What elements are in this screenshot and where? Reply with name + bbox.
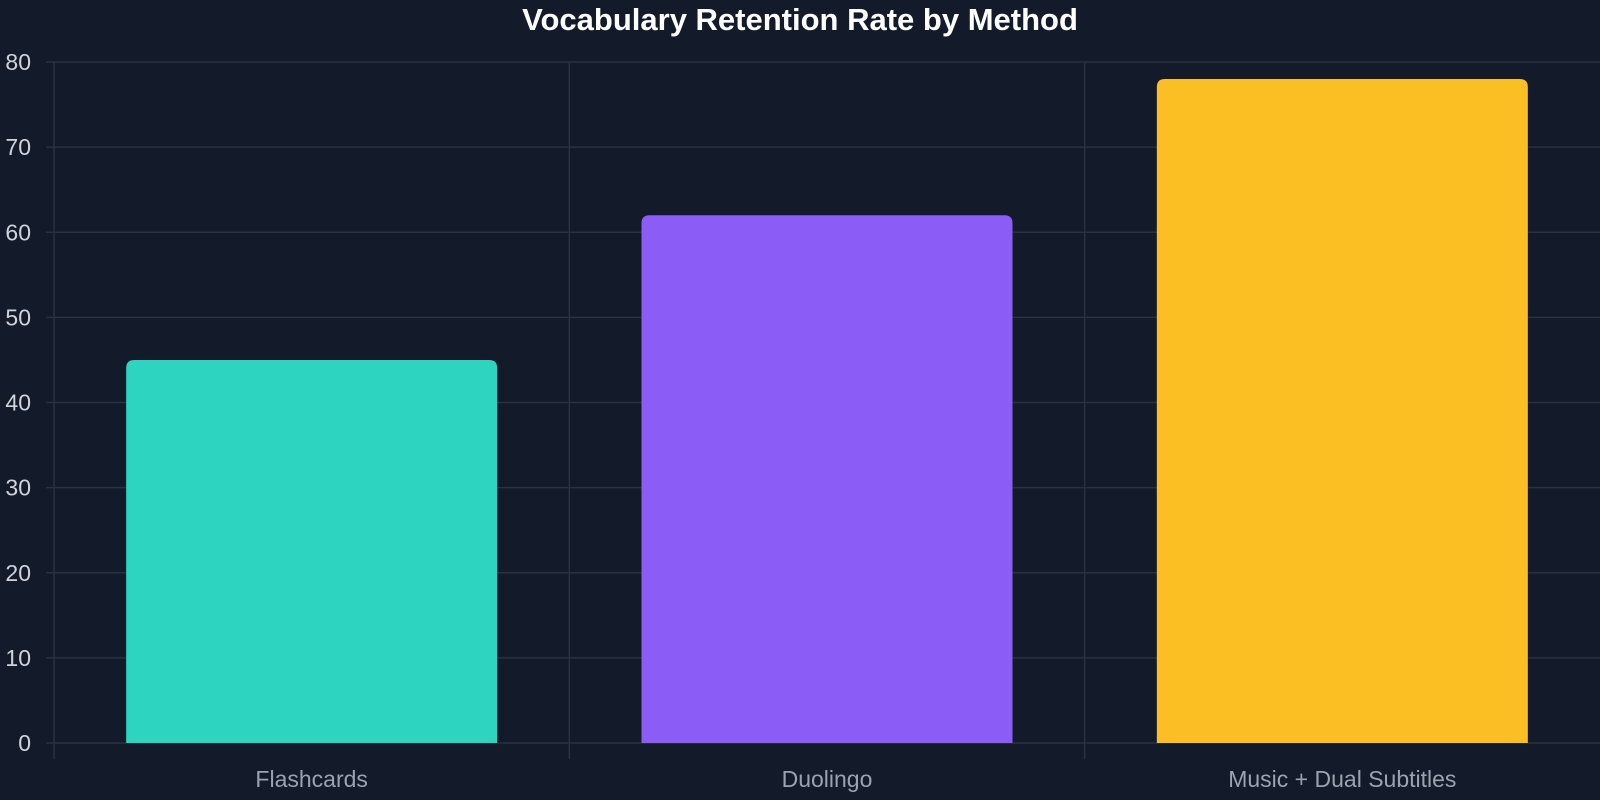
- bar-flashcards: [126, 359, 498, 743]
- y-tick-label: 30: [5, 475, 31, 501]
- y-tick-label: 0: [18, 730, 31, 756]
- y-tick-label: 60: [5, 219, 31, 245]
- y-tick-label: 80: [5, 49, 31, 75]
- x-axis: Flashcards Duolingo Music + Dual Subtitles: [255, 766, 1456, 792]
- x-category-label: Flashcards: [255, 766, 367, 792]
- y-tick-label: 10: [5, 645, 31, 671]
- chart-title: Vocabulary Retention Rate by Method: [522, 2, 1078, 37]
- bar-duolingo: [641, 215, 1013, 744]
- x-category-label: Duolingo: [782, 766, 873, 792]
- y-tick-label: 40: [5, 390, 31, 416]
- bar-music-dual-subtitles: [1156, 79, 1528, 743]
- bars: [126, 79, 1528, 744]
- x-category-label: Music + Dual Subtitles: [1228, 766, 1456, 792]
- y-tick-label: 70: [5, 134, 31, 160]
- y-tick-label: 50: [5, 304, 31, 330]
- y-axis: 0 10 20 30 40 50 60 70 80: [5, 49, 31, 756]
- y-tick-label: 20: [5, 560, 31, 586]
